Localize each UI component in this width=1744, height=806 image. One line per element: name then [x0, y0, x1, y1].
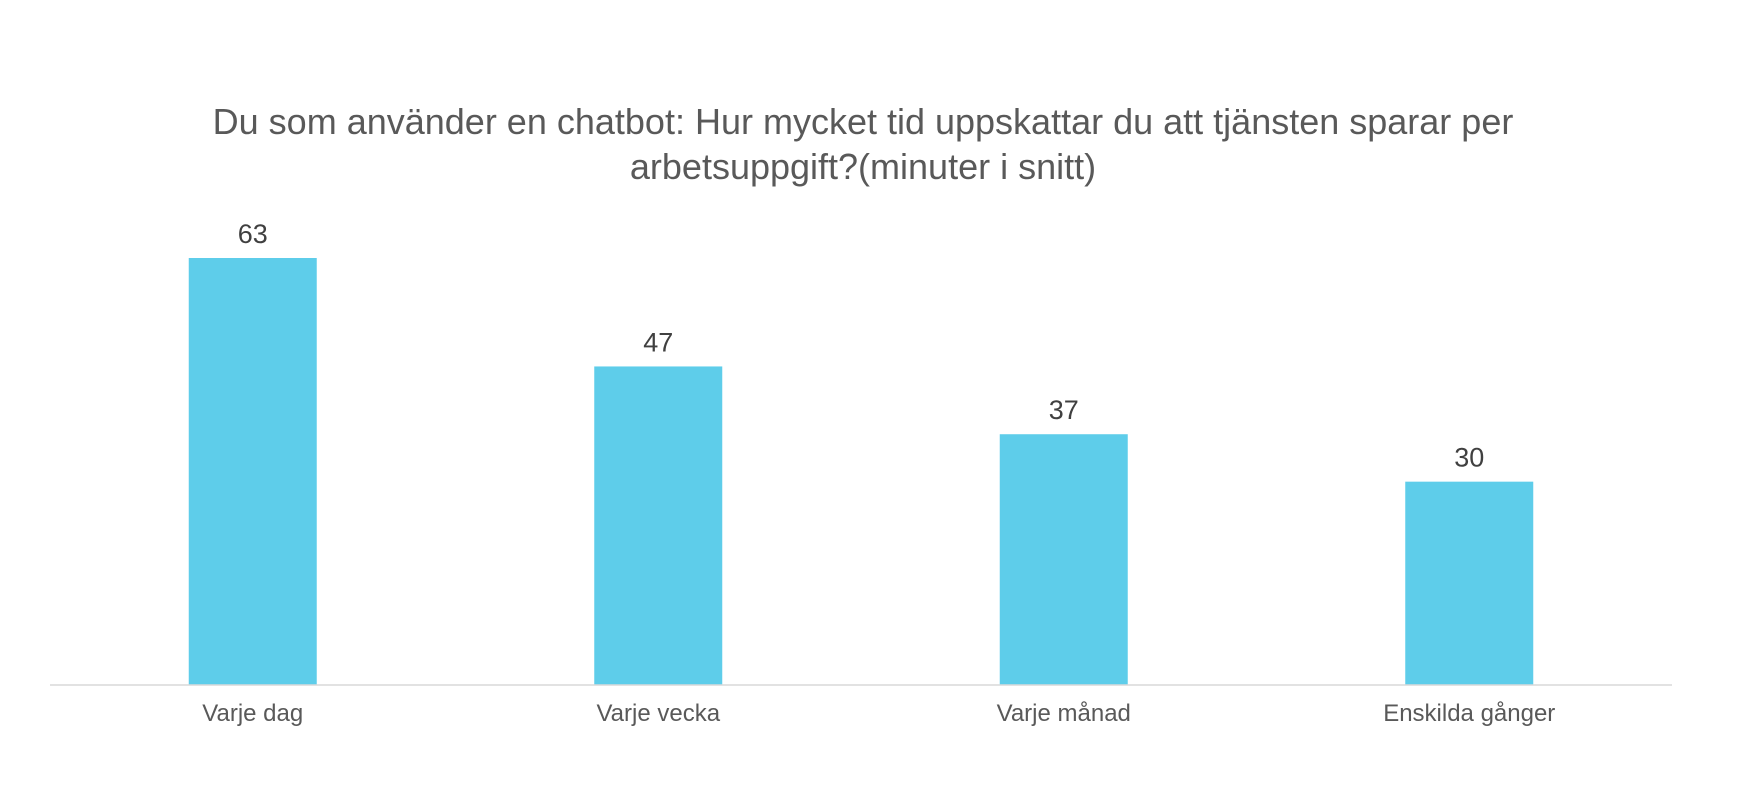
chart-title-line-1: Du som använder en chatbot: Hur mycket t…: [213, 101, 1514, 142]
data-labels-group: 63 47 37 30: [238, 219, 1485, 473]
x-tick-labels-group: Varje dag Varje vecka Varje månad Enskilda …: [202, 700, 1555, 727]
data-label-2: 37: [1049, 395, 1079, 425]
x-tick-label-2: Varje månad: [997, 700, 1131, 727]
bars-group: [188, 258, 1534, 685]
data-label-3: 30: [1454, 443, 1484, 473]
data-label-0: 63: [238, 219, 268, 249]
bar-0: [188, 258, 317, 685]
chart-title-line-2: arbetsuppgift?(minuter i snitt): [630, 146, 1096, 187]
bar-3: [1405, 481, 1534, 685]
x-tick-label-0: Varje dag: [202, 700, 303, 727]
data-label-1: 47: [643, 327, 673, 357]
bar-1: [594, 366, 723, 685]
bar-2: [999, 434, 1128, 685]
x-tick-label-3: Enskilda gånger: [1383, 700, 1555, 727]
x-tick-label-1: Varje vecka: [596, 700, 720, 727]
